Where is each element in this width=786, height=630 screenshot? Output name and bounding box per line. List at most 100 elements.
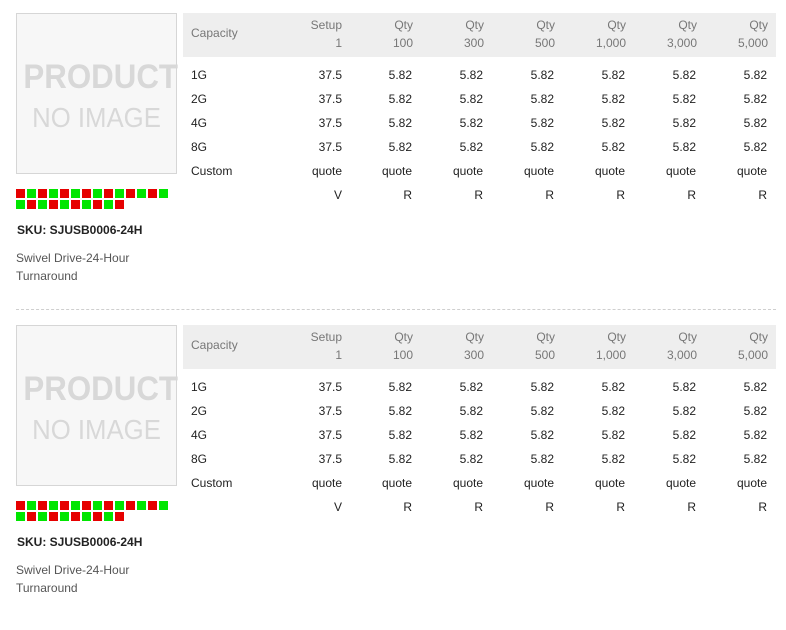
- color-swatch[interactable]: [71, 501, 80, 510]
- table-cell: 37.5: [318, 428, 342, 442]
- row-label: Custom: [191, 476, 233, 490]
- table-cell: 5.82: [672, 116, 696, 130]
- color-swatch[interactable]: [82, 501, 91, 510]
- capacity-header: Capacity: [191, 26, 238, 40]
- product-image-placeholder[interactable]: PRODUCT NO IMAGE: [16, 325, 178, 486]
- color-swatch[interactable]: [71, 200, 80, 209]
- table-cell: quote: [311, 476, 342, 490]
- color-swatch[interactable]: [38, 189, 47, 198]
- table-cell: quote: [381, 476, 412, 490]
- color-swatch[interactable]: [93, 501, 102, 510]
- row-label: 4G: [191, 428, 208, 442]
- product-sku: SKU: SJUSB0006-24H: [17, 223, 143, 237]
- color-swatch[interactable]: [82, 200, 91, 209]
- row-label: 8G: [191, 140, 208, 154]
- color-swatch[interactable]: [16, 189, 25, 198]
- color-swatch[interactable]: [115, 512, 124, 521]
- color-swatch[interactable]: [104, 512, 113, 521]
- color-swatch[interactable]: [16, 200, 25, 209]
- table-cell: 5.82: [743, 428, 767, 442]
- product-divider: [16, 309, 776, 310]
- table-row: 8G 37.5 5.82 5.82 5.82 5.82 5.82 5.82: [183, 140, 776, 164]
- color-swatch[interactable]: [93, 512, 102, 521]
- color-swatch[interactable]: [49, 189, 58, 198]
- table-cell: 5.82: [459, 452, 483, 466]
- table-cell: 5.82: [601, 140, 625, 154]
- row-label: 1G: [191, 68, 208, 82]
- color-swatch[interactable]: [93, 200, 102, 209]
- color-swatch[interactable]: [126, 501, 135, 510]
- table-cell: R: [403, 188, 412, 202]
- color-swatch[interactable]: [71, 189, 80, 198]
- color-swatch[interactable]: [49, 200, 58, 209]
- color-swatch[interactable]: [82, 512, 91, 521]
- table-cell: 5.82: [530, 452, 554, 466]
- color-swatch[interactable]: [16, 501, 25, 510]
- color-swatch[interactable]: [115, 501, 124, 510]
- color-swatch[interactable]: [27, 189, 36, 198]
- color-swatch[interactable]: [60, 189, 69, 198]
- table-row: Custom quote quote quote quote quote quote quot…: [183, 164, 776, 188]
- color-swatch[interactable]: [82, 189, 91, 198]
- color-swatch[interactable]: [27, 200, 36, 209]
- color-swatch[interactable]: [159, 189, 168, 198]
- table-cell: 37.5: [318, 116, 342, 130]
- table-cell: quote: [452, 476, 483, 490]
- table-cell: R: [758, 500, 767, 514]
- table-cell: 5.82: [601, 68, 625, 82]
- color-swatch[interactable]: [16, 512, 25, 521]
- color-swatch[interactable]: [38, 512, 47, 521]
- table-cell: R: [474, 188, 483, 202]
- color-swatch[interactable]: [38, 501, 47, 510]
- table-cell: 5.82: [672, 68, 696, 82]
- table-cell: 5.82: [601, 452, 625, 466]
- table-cell: 5.82: [601, 404, 625, 418]
- color-swatch[interactable]: [148, 501, 157, 510]
- table-cell: quote: [594, 164, 625, 178]
- color-swatch[interactable]: [60, 501, 69, 510]
- table-row: Custom quote quote quote quote quote quote quot…: [183, 476, 776, 500]
- table-cell: quote: [452, 164, 483, 178]
- table-cell: 5.82: [388, 116, 412, 130]
- color-swatch[interactable]: [71, 512, 80, 521]
- table-cell: 5.82: [601, 92, 625, 106]
- color-swatch[interactable]: [126, 189, 135, 198]
- table-cell: quote: [311, 164, 342, 178]
- placeholder-text-no-image: NO IMAGE: [32, 414, 161, 445]
- table-cell: 37.5: [318, 68, 342, 82]
- table-cell: 5.82: [530, 116, 554, 130]
- color-swatch[interactable]: [104, 189, 113, 198]
- product-image-placeholder[interactable]: PRODUCT NO IMAGE: [16, 13, 178, 174]
- color-swatch[interactable]: [60, 512, 69, 521]
- color-swatch[interactable]: [159, 501, 168, 510]
- product-description[interactable]: Swivel Drive-24-Hour Turnaround: [16, 563, 130, 595]
- color-swatch[interactable]: [137, 189, 146, 198]
- color-swatch[interactable]: [115, 200, 124, 209]
- table-cell: 5.82: [388, 452, 412, 466]
- color-swatch[interactable]: [104, 200, 113, 209]
- row-label: Custom: [191, 164, 233, 178]
- table-cell: quote: [523, 476, 554, 490]
- color-swatch[interactable]: [148, 189, 157, 198]
- color-swatch[interactable]: [104, 501, 113, 510]
- color-swatch[interactable]: [93, 189, 102, 198]
- color-swatch[interactable]: [27, 512, 36, 521]
- color-swatch[interactable]: [49, 501, 58, 510]
- table-cell: 5.82: [459, 140, 483, 154]
- table-row: 1G 37.5 5.82 5.82 5.82 5.82 5.82 5.82: [183, 68, 776, 92]
- col-header-qty-1000: Qty 1,000: [595, 18, 626, 50]
- color-swatch[interactable]: [60, 200, 69, 209]
- color-swatch[interactable]: [115, 189, 124, 198]
- row-label: 2G: [191, 92, 208, 106]
- col-header-qty-1000: Qty 1,000: [595, 330, 626, 362]
- color-swatch[interactable]: [137, 501, 146, 510]
- table-cell: 5.82: [743, 140, 767, 154]
- color-swatch[interactable]: [38, 200, 47, 209]
- row-label: 4G: [191, 116, 208, 130]
- table-cell: 37.5: [318, 140, 342, 154]
- color-swatch[interactable]: [49, 512, 58, 521]
- table-cell: 5.82: [530, 428, 554, 442]
- color-swatch[interactable]: [27, 501, 36, 510]
- product-description[interactable]: Swivel Drive-24-Hour Turnaround: [16, 251, 130, 283]
